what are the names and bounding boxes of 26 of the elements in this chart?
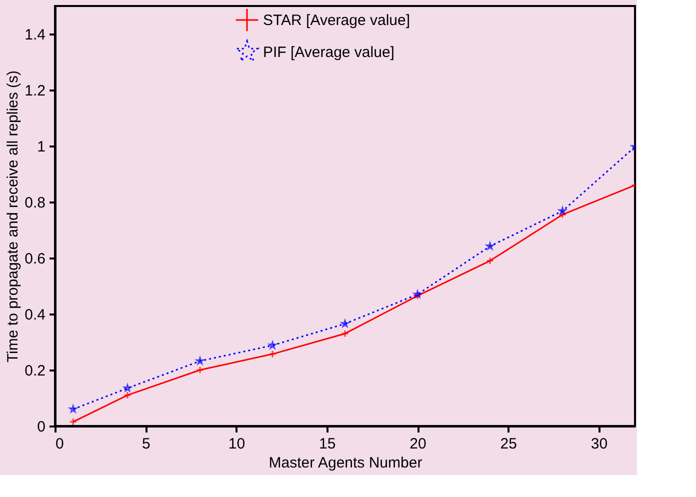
point xyxy=(268,350,276,358)
y-tick-label: 0.8 xyxy=(24,194,46,212)
point xyxy=(558,210,566,219)
point xyxy=(196,366,204,374)
y-tick-label: 0.2 xyxy=(24,362,46,380)
y-tick-label: 0.6 xyxy=(24,250,46,268)
x-tick-label: 15 xyxy=(319,436,336,452)
y-tick-label: 1.4 xyxy=(24,26,46,44)
point xyxy=(414,292,422,300)
y-tick-label: 1.2 xyxy=(24,82,46,100)
y-axis-title: Time to propagate and receive all replies (s) xyxy=(4,70,22,363)
y-tick-label: 0 xyxy=(37,418,46,436)
legend-label: STAR [Average value] xyxy=(263,12,410,29)
x-tick-label: 30 xyxy=(590,436,608,452)
y-tick-label: 0.4 xyxy=(24,306,46,324)
legend-label: PIF [Average value] xyxy=(263,44,394,61)
x-axis-title: Master Agents Number xyxy=(268,454,422,472)
x-tick-label: 25 xyxy=(500,436,517,452)
x-tick-label: 10 xyxy=(228,436,246,452)
point xyxy=(124,391,132,400)
x-tick-label: 5 xyxy=(142,436,150,452)
point xyxy=(341,330,349,338)
x-tick-label: 20 xyxy=(410,436,426,452)
y-tick-label: 1 xyxy=(37,138,46,156)
x-tick-label: 0 xyxy=(56,436,64,452)
point xyxy=(486,256,494,265)
